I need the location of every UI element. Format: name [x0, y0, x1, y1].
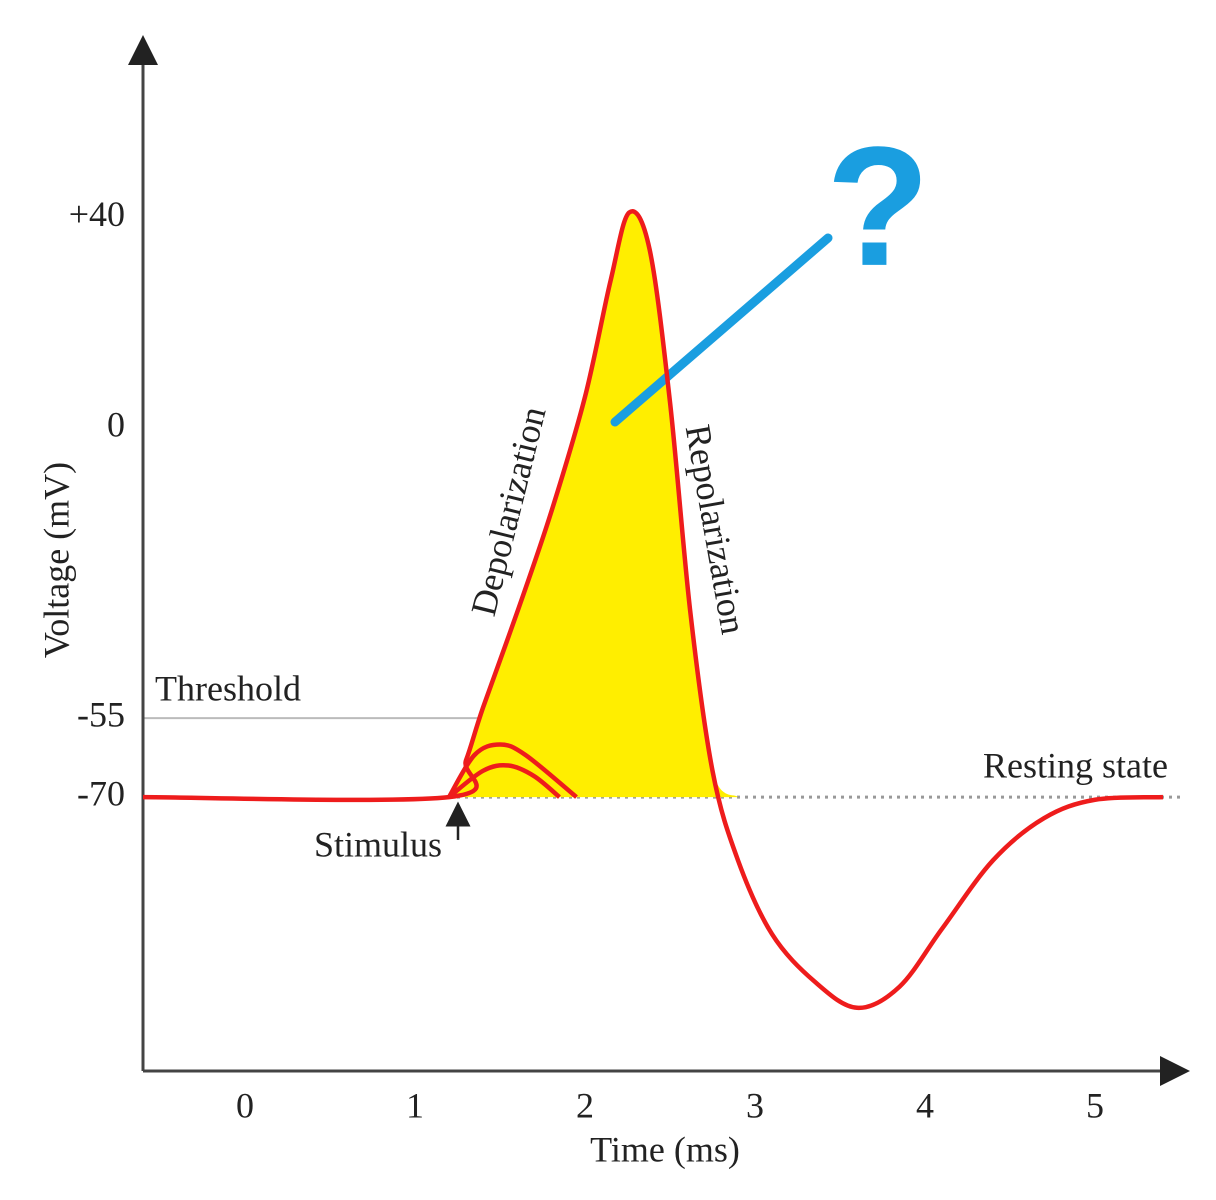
question-mark: ?	[826, 112, 930, 302]
x-tick-label: 0	[236, 1085, 254, 1125]
y-tick-label: -55	[77, 694, 125, 734]
threshold-label: Threshold	[155, 668, 301, 708]
x-tick-label: 4	[916, 1085, 934, 1125]
line-series	[142, 209, 1164, 1011]
x-tick-label: 5	[1086, 1085, 1104, 1125]
spike-fill	[449, 211, 738, 798]
x-tick-label: 2	[576, 1085, 594, 1125]
pointer-line	[610, 233, 833, 427]
y-axis-label: Voltage (mV)	[36, 462, 76, 658]
y-tick-label: +40	[69, 194, 125, 234]
x-axis-label: Time (ms)	[590, 1129, 740, 1169]
line-series	[447, 742, 578, 799]
resting-label: Resting state	[983, 745, 1168, 785]
y-tick-label: -70	[77, 773, 125, 813]
x-tick-label: 1	[406, 1085, 424, 1125]
annotation: Stimulus	[314, 824, 442, 864]
y-tick-label: 0	[107, 405, 125, 445]
x-tick-label: 3	[746, 1085, 764, 1125]
line-series	[447, 762, 561, 799]
